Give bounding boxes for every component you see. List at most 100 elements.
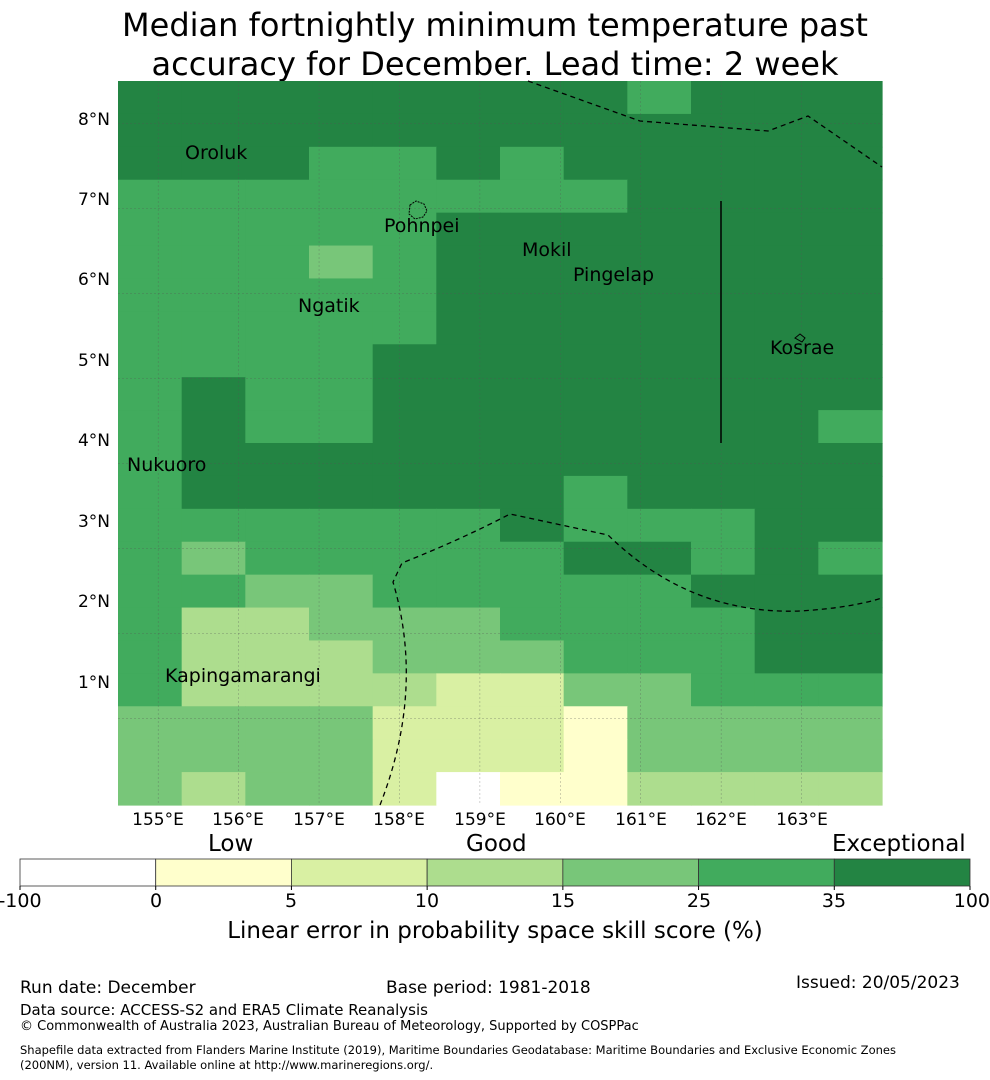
data-source: Data source: ACCESS-S2 and ERA5 Climate … <box>20 1001 428 1019</box>
grid-cell <box>754 278 819 312</box>
pohnpei-island-shape <box>408 200 428 220</box>
grid-cell <box>372 607 437 642</box>
grid-cell <box>436 410 501 444</box>
grid-cell <box>500 179 565 214</box>
place-label-kosrae: Kosrae <box>770 337 835 359</box>
grid-cell <box>754 772 819 806</box>
grid-cell <box>245 772 310 806</box>
grid-cell <box>118 574 183 609</box>
grid-cell <box>754 311 819 345</box>
grid-cell <box>309 443 374 477</box>
eez-boundary-south-west <box>379 513 883 806</box>
colorbar-tick-label: 100 <box>953 890 990 912</box>
legend-category-low: Low <box>208 831 254 857</box>
grid-cell <box>118 81 183 115</box>
lon-label-161e: 161°E <box>615 810 667 830</box>
grid-cell <box>372 245 437 280</box>
grid-cell <box>436 278 501 312</box>
grid-cell <box>372 772 437 806</box>
grid-cell <box>245 377 310 411</box>
grid-cell <box>754 475 819 510</box>
colorbar-segment <box>426 858 564 887</box>
grid-cell <box>372 541 437 576</box>
shapefile-credit-line-2: (200NM), version 11. Available online at… <box>20 1058 434 1072</box>
grid-cell <box>118 344 183 378</box>
place-label-kapingamarangi: Kapingamarangi <box>165 665 321 687</box>
grid-cell <box>436 344 501 378</box>
grid-cell <box>500 410 565 444</box>
grid-cell <box>118 772 183 806</box>
grid-cell <box>563 772 628 806</box>
lon-label-160e: 160°E <box>534 810 586 830</box>
grid-cell <box>818 179 883 214</box>
grid-cell <box>372 574 437 609</box>
grid-cell <box>436 377 501 411</box>
grid-cell <box>563 443 628 477</box>
grid-cell <box>181 81 246 115</box>
grid-cell <box>563 146 628 181</box>
grid-cell <box>372 113 437 148</box>
grid-cell <box>245 607 310 642</box>
grid-cell <box>500 311 565 345</box>
grid-cell <box>627 146 692 181</box>
lon-label-158e: 158°E <box>373 810 425 830</box>
grid-cell <box>500 607 565 642</box>
grid-cell <box>691 772 756 806</box>
grid-cell <box>627 508 692 543</box>
grid-cell <box>245 245 310 280</box>
grid-cell <box>118 212 183 247</box>
grid-cell <box>245 508 310 543</box>
grid-cell <box>309 179 374 214</box>
colorbar-tick-label: 0 <box>149 890 163 912</box>
grid-cell <box>627 179 692 214</box>
grid-cell <box>245 640 310 674</box>
grid-cell <box>436 113 501 148</box>
grid-cell <box>372 179 437 214</box>
lat-label-7n: 7°N <box>77 190 110 210</box>
skill-grid <box>118 81 883 806</box>
grid-cell <box>691 245 756 280</box>
grid-cell <box>563 541 628 576</box>
grid-cell <box>118 607 183 642</box>
grid-cell <box>181 673 246 707</box>
grid-cell <box>818 344 883 378</box>
grid-cell <box>691 146 756 181</box>
grid-cell <box>118 377 183 411</box>
grid-cell <box>818 508 883 543</box>
grid-cell <box>245 541 310 576</box>
grid-cell <box>818 245 883 280</box>
grid-cell <box>436 475 501 510</box>
grid-cell <box>181 508 246 543</box>
base-period: Base period: 1981-2018 <box>386 978 591 998</box>
grid-cell <box>563 311 628 345</box>
grid-cell <box>500 640 565 674</box>
colorbar-segment <box>19 858 157 887</box>
grid-cell <box>118 245 183 280</box>
colorbar-tick-label: 35 <box>821 890 847 912</box>
grid-cell <box>627 212 692 247</box>
grid-cell <box>627 541 692 576</box>
grid-cell <box>436 574 501 609</box>
grid-cell <box>691 673 756 707</box>
grid-cell <box>627 377 692 411</box>
grid-cell <box>627 772 692 806</box>
grid-cell <box>245 212 310 247</box>
grid-cell <box>181 443 246 477</box>
grid-cell <box>818 706 883 740</box>
grid-cell <box>818 377 883 411</box>
grid-cell <box>818 311 883 345</box>
grid-cell <box>245 81 310 115</box>
grid-cell <box>754 377 819 411</box>
grid-cell <box>818 607 883 642</box>
grid-cell <box>500 574 565 609</box>
grid-cell <box>500 377 565 411</box>
grid-cell <box>309 212 374 247</box>
grid-cell <box>436 81 501 115</box>
grid-cell <box>436 640 501 674</box>
grid-cell <box>563 574 628 609</box>
lon-label-159e: 159°E <box>454 810 506 830</box>
grid-cell <box>181 278 246 312</box>
grid-cell <box>563 410 628 444</box>
grid-cell <box>181 541 246 576</box>
grid-cell <box>245 443 310 477</box>
